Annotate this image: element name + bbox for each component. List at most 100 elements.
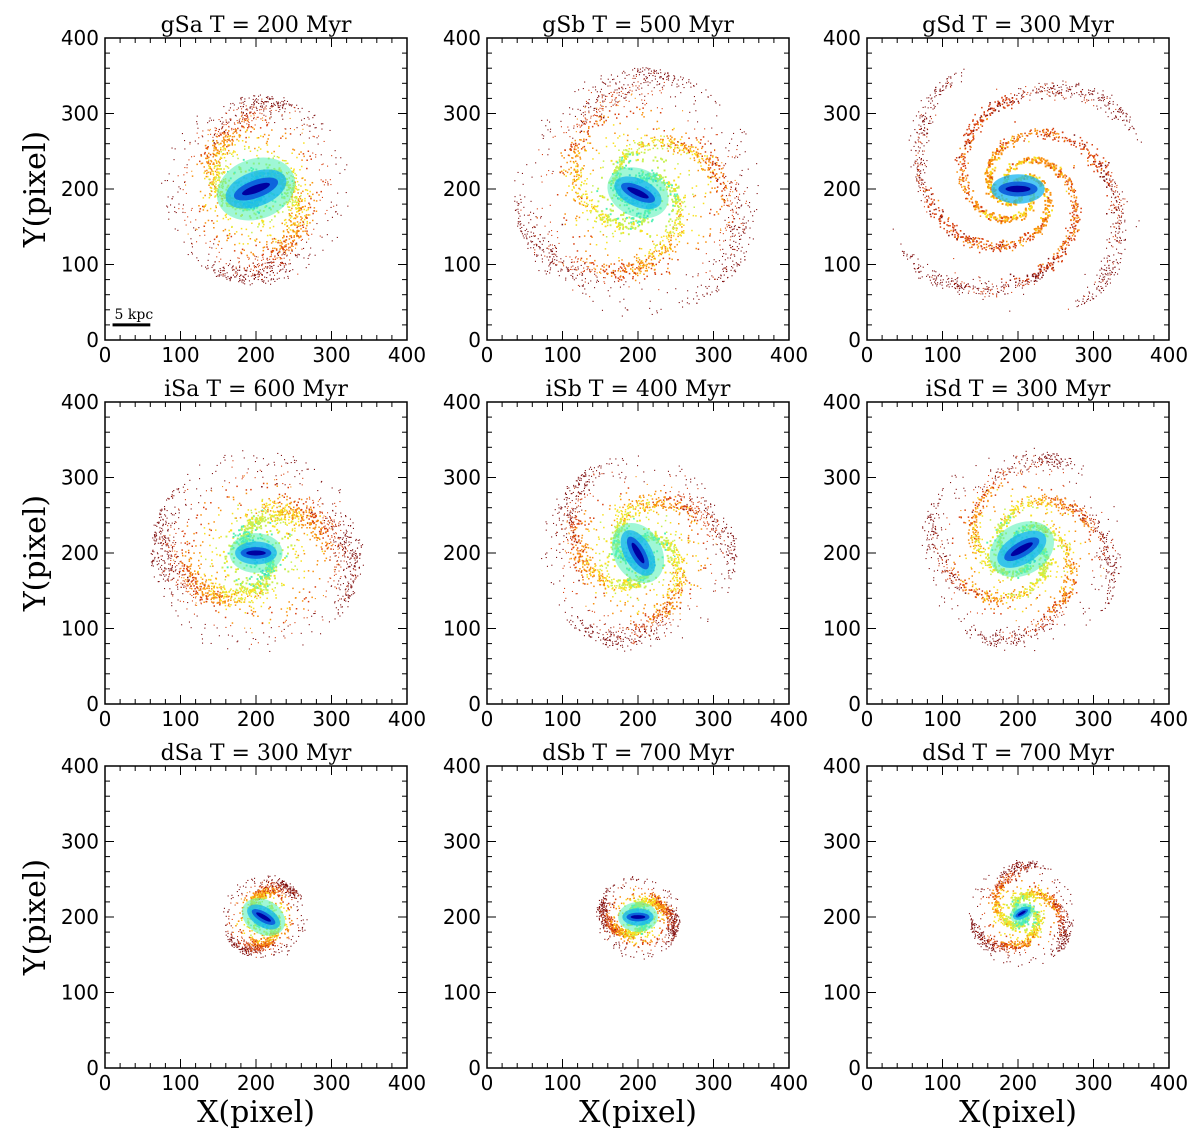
particle xyxy=(234,114,236,116)
particle xyxy=(623,133,625,136)
particle xyxy=(242,112,244,114)
particle xyxy=(257,279,259,281)
particle xyxy=(684,194,686,197)
particle xyxy=(519,227,521,229)
particle xyxy=(624,156,626,159)
particle xyxy=(680,235,682,237)
particle xyxy=(604,220,606,223)
particle xyxy=(752,215,754,217)
particle xyxy=(261,254,264,256)
particle xyxy=(212,163,214,165)
particle xyxy=(557,237,559,239)
particle xyxy=(667,250,669,252)
particle xyxy=(669,147,672,149)
particle xyxy=(677,163,679,165)
particle xyxy=(206,268,208,270)
particle xyxy=(683,144,686,147)
particle xyxy=(593,114,595,116)
particle xyxy=(280,245,282,247)
particle xyxy=(572,261,574,263)
particle xyxy=(209,193,211,195)
particle xyxy=(534,254,536,256)
particle xyxy=(664,72,666,74)
particle xyxy=(679,224,681,226)
particle xyxy=(615,218,618,220)
particle xyxy=(274,247,276,250)
particle xyxy=(288,238,291,240)
particle xyxy=(289,128,291,130)
particle xyxy=(590,235,592,237)
particle xyxy=(714,162,716,165)
particle xyxy=(270,252,272,254)
particle xyxy=(242,158,245,161)
particle xyxy=(721,198,723,200)
particle xyxy=(631,154,634,156)
particle xyxy=(676,201,679,203)
particle xyxy=(620,90,622,92)
particle xyxy=(638,147,640,150)
y-axis-title: Y(pixel) xyxy=(18,131,53,248)
particle xyxy=(610,209,613,212)
particle xyxy=(609,295,611,297)
particle xyxy=(596,276,598,278)
particle xyxy=(623,155,626,157)
particle xyxy=(639,267,642,270)
particle xyxy=(671,84,673,86)
particle xyxy=(208,182,211,185)
particle xyxy=(641,87,643,89)
particle xyxy=(709,228,712,230)
particle xyxy=(327,181,329,183)
particle xyxy=(306,220,308,223)
particle xyxy=(266,101,268,103)
particle xyxy=(263,108,265,110)
particle xyxy=(548,259,550,261)
particle xyxy=(560,120,562,122)
particle xyxy=(285,162,287,165)
particle xyxy=(739,227,741,229)
particle xyxy=(279,109,281,111)
particle xyxy=(306,217,308,219)
particle xyxy=(668,236,670,238)
particle xyxy=(666,143,669,145)
particle xyxy=(637,274,639,277)
particle xyxy=(238,136,241,138)
particle xyxy=(720,277,722,279)
particle xyxy=(707,96,709,98)
particle xyxy=(533,232,535,234)
particle xyxy=(587,130,589,132)
particle xyxy=(197,260,199,262)
particle xyxy=(205,242,207,244)
particle xyxy=(666,237,668,239)
particle xyxy=(578,236,581,238)
particle xyxy=(662,239,664,242)
particle xyxy=(240,116,242,118)
particle xyxy=(229,152,231,154)
particle xyxy=(234,128,236,130)
particle xyxy=(292,245,294,247)
particle xyxy=(637,81,639,83)
particle xyxy=(214,145,216,148)
particle xyxy=(647,149,649,151)
particle xyxy=(212,162,215,164)
particle xyxy=(206,162,209,164)
particle xyxy=(208,178,210,181)
particle xyxy=(245,109,247,111)
particle xyxy=(307,257,309,259)
particle xyxy=(743,131,745,133)
particle xyxy=(322,249,324,251)
particle xyxy=(562,262,564,264)
particle xyxy=(279,239,282,242)
particle xyxy=(743,229,745,231)
particle xyxy=(640,220,643,223)
particle xyxy=(546,119,548,121)
particle xyxy=(740,250,742,252)
particle xyxy=(739,218,741,220)
particle xyxy=(224,153,226,155)
particle xyxy=(642,158,644,161)
particle xyxy=(269,256,271,258)
particle xyxy=(659,112,662,114)
particle xyxy=(253,106,255,108)
particle xyxy=(217,172,220,174)
particle xyxy=(651,256,653,258)
particle xyxy=(336,236,338,238)
